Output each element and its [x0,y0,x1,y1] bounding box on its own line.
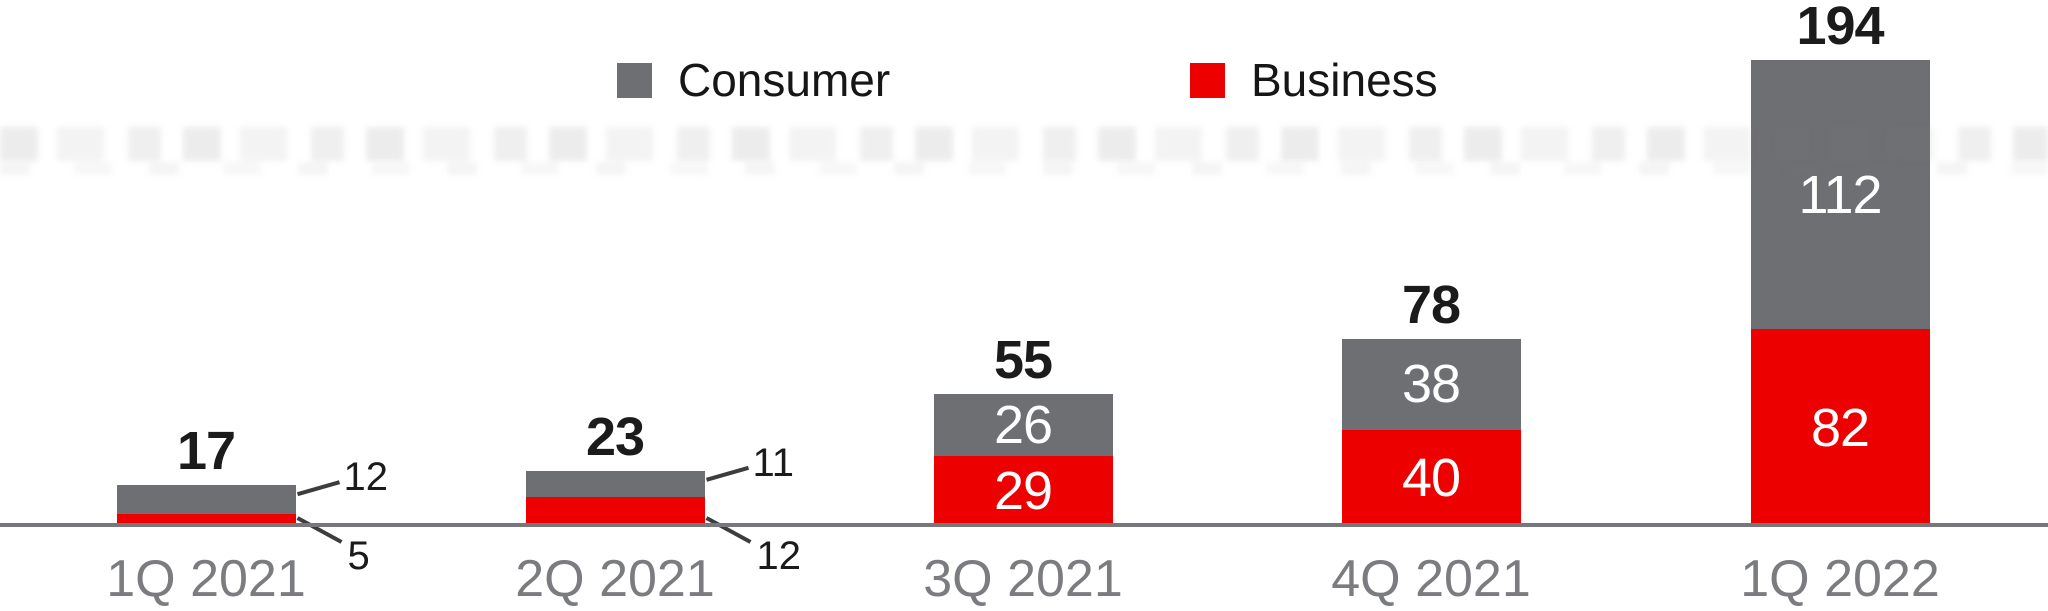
legend-label-consumer: Consumer [678,54,891,106]
total-label: 17 [176,421,236,482]
bar-segment-consumer: 112 [1750,60,1930,330]
legend-label-business: Business [1251,54,1438,106]
consumer-value-label: 11 [752,440,795,485]
business-value-label: 40 [1401,448,1461,508]
bar-segment-consumer: 26 [933,394,1113,457]
total-label: 23 [585,406,645,467]
category-label: 3Q 2021 [923,550,1123,608]
consumer-value-label: 12 [343,455,389,500]
category-label: 4Q 2021 [1331,550,1531,608]
legend-item-consumer: Consumer [617,56,890,104]
legend-swatch-business-icon [1190,62,1225,98]
legend-item-business: Business [1190,56,1438,104]
category-label: 2Q 2021 [515,550,715,608]
category-label: 1Q 2022 [1740,550,1940,608]
bar-segment-consumer [116,485,296,514]
bar-segment-business: 29 [933,456,1113,526]
callout-line [705,465,750,482]
consumer-value-label: 26 [993,395,1053,456]
business-value-label: 5 [347,534,370,578]
legend-swatch-consumer-icon [617,62,652,98]
bar-segment-business: 82 [1750,329,1930,526]
bar-segment-consumer [525,470,705,498]
business-value-label: 29 [993,461,1053,522]
bar-segment-consumer: 38 [1341,338,1521,430]
total-label: 55 [993,330,1053,390]
bar-segment-business: 40 [1341,430,1521,526]
business-value-label: 12 [756,534,802,578]
consumer-value-label: 112 [1798,164,1882,225]
callout-line [296,516,343,544]
category-label: 1Q 2021 [106,550,306,608]
total-label: 194 [1796,0,1884,57]
callout-line [296,480,341,497]
x-axis-baseline [0,523,2048,527]
business-value-label: 82 [1810,397,1870,458]
consumer-value-label: 38 [1401,354,1461,415]
total-label: 78 [1401,274,1461,335]
bar-segment-business [525,497,705,526]
callout-line [705,516,752,544]
